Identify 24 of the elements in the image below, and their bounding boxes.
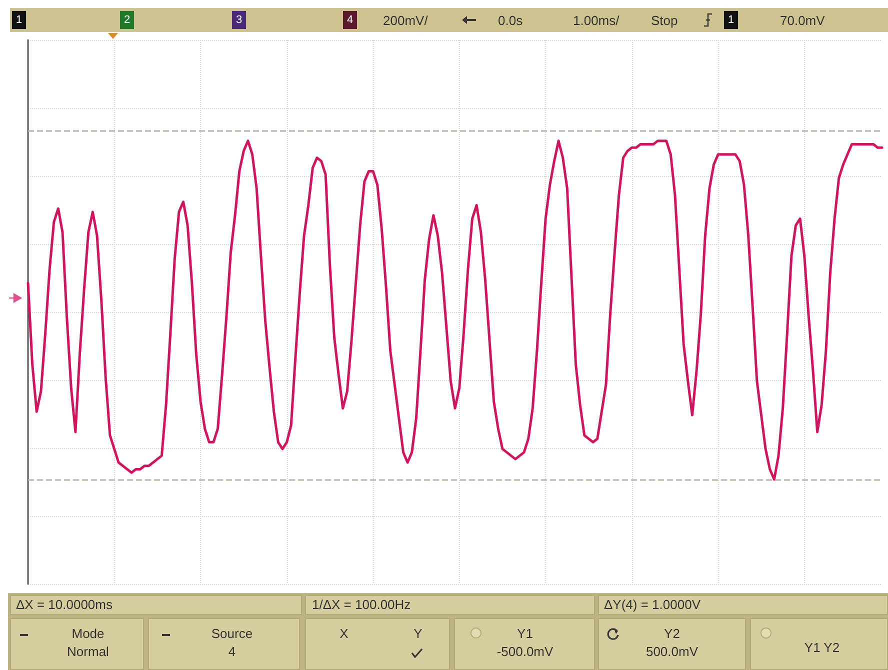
text: 0.0s <box>498 13 523 28</box>
text: 70.0mV <box>780 13 825 28</box>
text: 3 <box>232 11 246 29</box>
text: 4 <box>227 644 237 659</box>
text: Mode <box>70 626 106 641</box>
text: 500.0mV <box>644 644 700 659</box>
text: 1 <box>12 11 26 29</box>
text: Y2 <box>663 626 681 641</box>
text: 4 <box>343 11 357 29</box>
text: Stop <box>651 13 678 28</box>
text: -500.0mV <box>496 644 554 659</box>
text: 2 <box>120 11 134 29</box>
text: ΔY(4) = 1.0000V <box>604 597 700 612</box>
text: Source <box>210 626 254 641</box>
text: X <box>338 626 350 641</box>
text: 1.00ms/ <box>573 13 620 28</box>
text: ΔX = 10.0000ms <box>16 597 112 612</box>
text: 1/ΔX = 100.00Hz <box>312 597 411 612</box>
text: Normal <box>66 644 110 659</box>
text: Y1 Y2 <box>803 640 841 655</box>
text: Y1 <box>516 626 534 641</box>
text: Y <box>412 626 424 641</box>
text: 1 <box>724 11 738 29</box>
text: 200mV/ <box>383 13 428 28</box>
